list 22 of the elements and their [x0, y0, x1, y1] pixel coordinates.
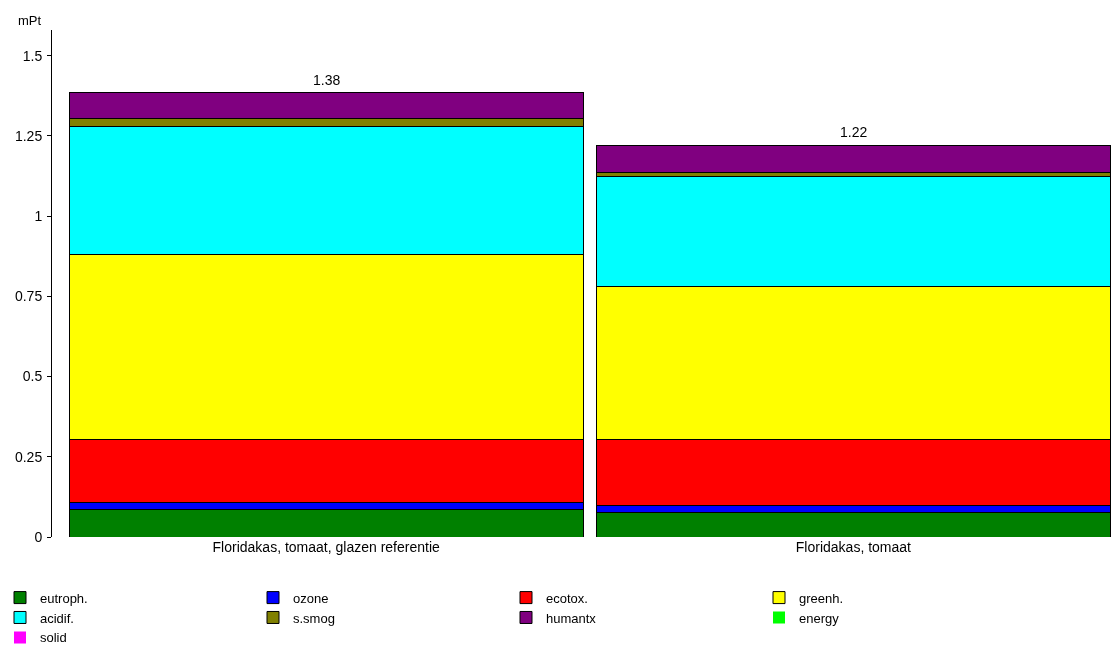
y-tick-label: 0.25	[14, 448, 43, 465]
legend-label: greenh.	[799, 590, 844, 606]
total-label: 1.22	[840, 124, 868, 140]
x-tick-label: Floridakas, tomaat, glazen referentie	[212, 539, 440, 555]
y-tick-label: 1	[34, 208, 43, 225]
total-label: 1.38	[313, 72, 341, 88]
y-tick-label: 1.5	[22, 47, 43, 64]
legend-label: solid	[40, 630, 67, 646]
legend-label: humantx	[546, 610, 597, 626]
y-tick-label: 0.5	[22, 368, 43, 385]
y-tick-label: 0.75	[14, 288, 43, 305]
y-tick-label: 0	[34, 528, 43, 545]
y-tick-label: 1.25	[14, 127, 43, 144]
legend-label: s.smog	[293, 610, 335, 626]
bar	[595, 144, 1111, 173]
legend-label: eutroph.	[40, 590, 88, 606]
legend-label: energy	[799, 610, 840, 626]
legend-label: ecotox.	[546, 590, 588, 606]
legend-label: acidif.	[40, 610, 74, 626]
y-axis-title: mPt	[18, 13, 42, 28]
x-tick-label: Floridakas, tomaat	[795, 539, 912, 555]
legend-label: ozone	[293, 590, 329, 606]
